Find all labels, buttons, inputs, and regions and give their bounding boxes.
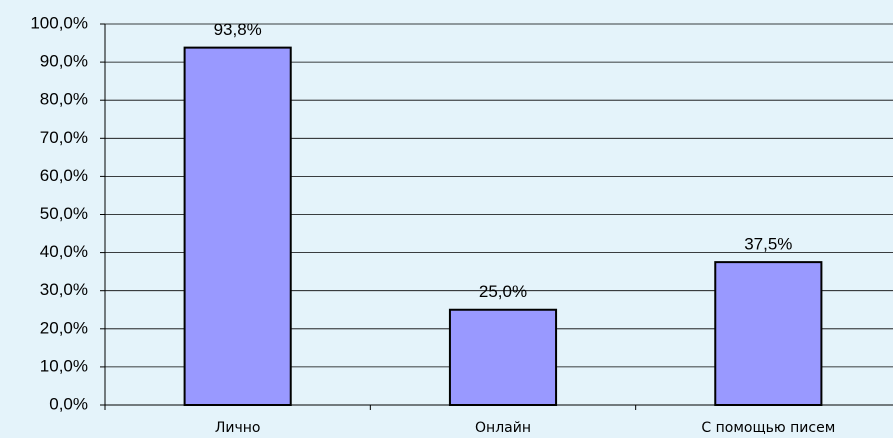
value-label: 37,5% <box>744 235 792 254</box>
y-tick-label: 10,0% <box>40 356 88 375</box>
x-tick-label: Онлайн <box>475 420 531 436</box>
y-tick-label: 70,0% <box>40 128 88 147</box>
value-label: 25,0% <box>479 282 527 301</box>
y-tick-label: 0,0% <box>49 394 88 413</box>
x-tick-label: Лично <box>215 420 261 436</box>
y-tick-label: 60,0% <box>40 166 88 185</box>
bar <box>714 261 823 406</box>
y-tick-label: 90,0% <box>40 52 88 71</box>
y-tick-label: 20,0% <box>40 318 88 337</box>
x-tick-label: С помощью писем <box>701 420 835 436</box>
y-tick-label: 30,0% <box>40 280 88 299</box>
value-label: 93,8% <box>214 20 262 39</box>
bar <box>183 46 292 406</box>
bar <box>448 308 558 406</box>
y-tick-label: 50,0% <box>40 204 88 223</box>
y-tick-label: 100,0% <box>30 13 88 32</box>
y-tick-label: 40,0% <box>40 242 88 261</box>
y-tick-label: 80,0% <box>40 90 88 109</box>
